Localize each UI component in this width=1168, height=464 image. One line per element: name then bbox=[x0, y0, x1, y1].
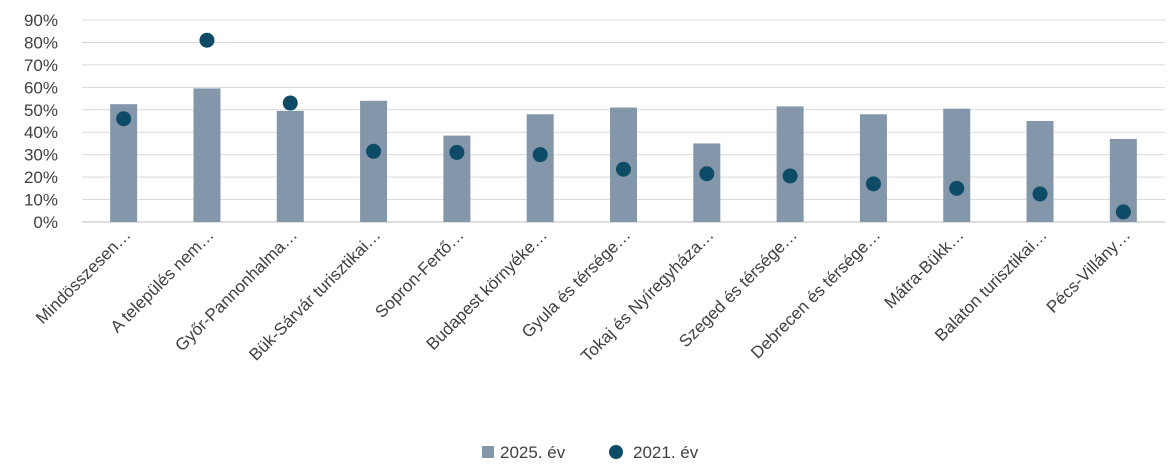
x-category-label: Tokaj és Nyíregyháza… bbox=[577, 225, 717, 365]
y-tick-label: 60% bbox=[24, 78, 58, 97]
x-category-label: Sopron-Fertő… bbox=[371, 225, 467, 321]
y-tick-label: 20% bbox=[24, 168, 58, 187]
marker-point bbox=[699, 166, 715, 182]
x-axis-category-labels: Mindösszesen…A település nem…Győr-Pannon… bbox=[32, 225, 1134, 365]
y-tick-label: 50% bbox=[24, 101, 58, 120]
marker-point bbox=[1115, 204, 1131, 220]
marker-point bbox=[282, 95, 298, 111]
bar bbox=[276, 110, 304, 222]
x-category-label: Pécs-Villány… bbox=[1043, 225, 1134, 316]
marker-point bbox=[865, 176, 881, 192]
x-category-label: Mátra-Bükk… bbox=[881, 225, 968, 312]
bar bbox=[859, 114, 887, 222]
bar bbox=[776, 106, 804, 222]
marker-point bbox=[782, 168, 798, 184]
y-tick-label: 0% bbox=[33, 213, 58, 232]
marker-point bbox=[116, 111, 132, 127]
legend: 2025. év 2021. év bbox=[482, 443, 699, 462]
legend-label-2025: 2025. év bbox=[500, 443, 566, 462]
marker-series-2021 bbox=[116, 32, 1131, 220]
marker-point bbox=[949, 180, 965, 196]
bar bbox=[193, 88, 221, 222]
y-tick-label: 90% bbox=[24, 11, 58, 30]
marker-point bbox=[366, 143, 382, 159]
y-axis-tick-labels: 0% 10% 20% 30% 40% 50% 60% 70% 80% 90% bbox=[24, 11, 58, 232]
bar bbox=[360, 100, 388, 222]
marker-point bbox=[616, 161, 631, 177]
legend-swatch-2025 bbox=[482, 446, 494, 458]
marker-point bbox=[199, 32, 215, 48]
bar bbox=[1026, 121, 1054, 222]
bar bbox=[526, 114, 554, 222]
legend-marker-2021 bbox=[609, 445, 623, 459]
y-tick-label: 40% bbox=[24, 123, 58, 142]
bar bbox=[943, 108, 971, 222]
marker-point bbox=[532, 147, 548, 163]
y-tick-label: 70% bbox=[24, 56, 58, 75]
bar-series-2025 bbox=[110, 88, 1137, 222]
y-tick-label: 80% bbox=[24, 33, 58, 52]
y-tick-label: 30% bbox=[24, 146, 58, 165]
marker-point bbox=[1032, 186, 1048, 202]
legend-label-2021: 2021. év bbox=[633, 443, 699, 462]
bar bbox=[693, 143, 721, 222]
marker-point bbox=[449, 144, 465, 160]
y-tick-label: 10% bbox=[24, 191, 58, 210]
